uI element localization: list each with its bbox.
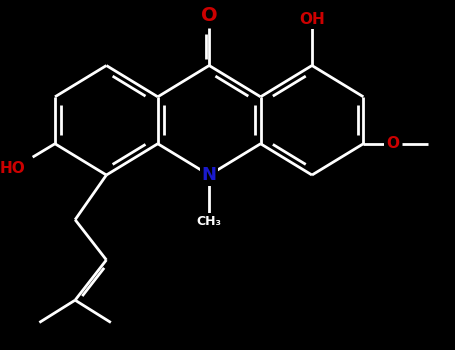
Text: CH₃: CH₃ [197,215,222,228]
Text: HO: HO [0,161,25,176]
Text: OH: OH [299,12,325,27]
Text: O: O [201,6,217,25]
Text: O: O [386,136,399,151]
Text: N: N [202,166,217,184]
